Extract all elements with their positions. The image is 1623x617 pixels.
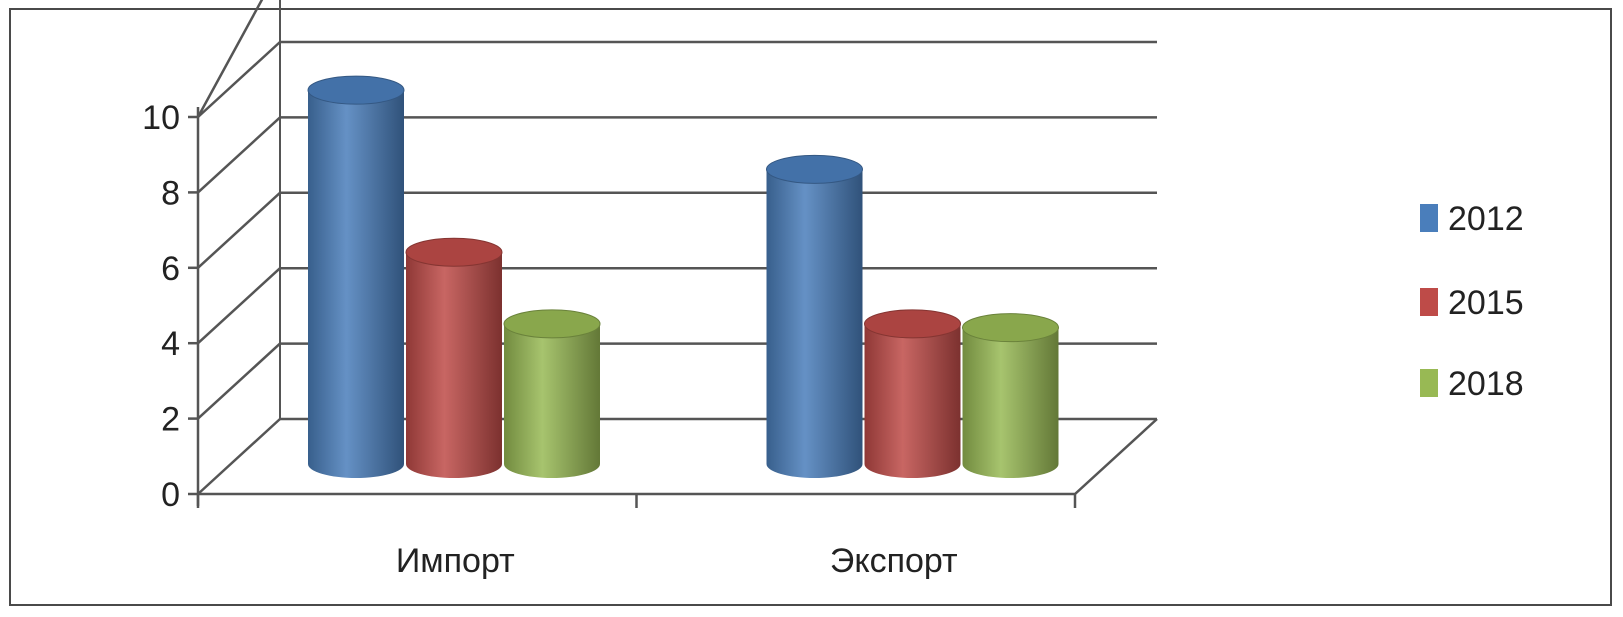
axes bbox=[188, 0, 1158, 508]
labels: 0 2 4 6 8 10 Импорт Экспорт bbox=[142, 99, 957, 580]
y-tick-label: 10 bbox=[142, 99, 180, 137]
gridline-depth bbox=[197, 267, 281, 345]
x-category-label: Импорт bbox=[396, 542, 515, 580]
bars bbox=[307, 75, 1059, 479]
gridline-depth bbox=[196, 0, 264, 118]
bar-top bbox=[307, 75, 405, 105]
gridline-depth bbox=[197, 116, 281, 194]
bar-body bbox=[308, 90, 404, 479]
y-tick-label: 4 bbox=[161, 325, 180, 363]
legend-swatch bbox=[1420, 369, 1438, 397]
bar bbox=[766, 154, 863, 479]
gridline-depth bbox=[197, 342, 281, 420]
legend-label: 2012 bbox=[1448, 200, 1524, 238]
bar bbox=[405, 237, 503, 478]
bar-top bbox=[503, 309, 601, 339]
bar-body bbox=[406, 252, 502, 478]
y-tick-label: 6 bbox=[161, 250, 180, 288]
legend-swatch bbox=[1420, 288, 1438, 316]
bar bbox=[307, 75, 405, 479]
bar-body bbox=[766, 169, 863, 479]
x-category-label: Экспорт bbox=[830, 542, 958, 580]
bar-top bbox=[405, 237, 503, 267]
y-tick-label: 8 bbox=[161, 174, 180, 212]
bar bbox=[503, 309, 601, 478]
y-tick-label: 0 bbox=[161, 476, 180, 514]
legend-label: 2015 bbox=[1448, 284, 1524, 322]
bar-top bbox=[766, 154, 863, 184]
bar-top bbox=[864, 309, 961, 339]
bar-body bbox=[864, 323, 961, 479]
bar bbox=[864, 309, 961, 479]
gridline-depth bbox=[197, 418, 281, 495]
legend: 2012 2015 2018 bbox=[1420, 200, 1524, 403]
bar-body bbox=[962, 327, 1059, 479]
bar-top bbox=[962, 313, 1059, 343]
bar bbox=[962, 313, 1059, 479]
legend-swatch bbox=[1420, 204, 1438, 232]
gridline-depth bbox=[197, 41, 281, 118]
y-tick-label: 2 bbox=[161, 401, 180, 439]
bar-body bbox=[504, 323, 600, 478]
legend-label: 2018 bbox=[1448, 365, 1524, 403]
gridline-depth bbox=[197, 191, 281, 269]
